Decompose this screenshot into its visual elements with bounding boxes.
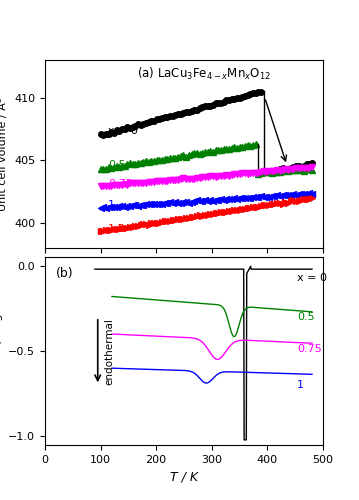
Text: 1: 1 — [108, 200, 115, 210]
Text: (a) LaCu$_3$Fe$_{4-x}$Mn$_x$O$_{12}$: (a) LaCu$_3$Fe$_{4-x}$Mn$_x$O$_{12}$ — [137, 66, 271, 82]
Text: 0.5: 0.5 — [108, 160, 125, 170]
Text: 0.75: 0.75 — [108, 179, 132, 189]
Text: x = 0: x = 0 — [108, 126, 138, 136]
Text: 0.75: 0.75 — [297, 344, 322, 354]
Text: 1: 1 — [297, 380, 304, 390]
Text: endothermal: endothermal — [104, 318, 115, 384]
X-axis label: T / K: T / K — [170, 470, 198, 484]
Y-axis label: Heat flow / W g⁻¹: Heat flow / W g⁻¹ — [0, 303, 3, 399]
Text: (b): (b) — [56, 266, 74, 280]
Text: x = 0: x = 0 — [297, 272, 327, 282]
Text: 0.5: 0.5 — [297, 312, 314, 322]
Text: 1.5: 1.5 — [108, 224, 125, 234]
Y-axis label: Unit cell volume / Å³: Unit cell volume / Å³ — [0, 97, 9, 210]
